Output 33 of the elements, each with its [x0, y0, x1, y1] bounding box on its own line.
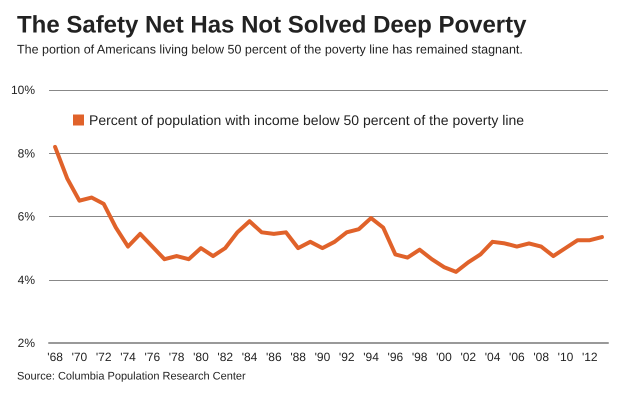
x-tick-label: '98 — [412, 350, 428, 364]
x-tick-label: '06 — [509, 350, 526, 364]
x-tick-label: '00 — [436, 350, 452, 364]
chart-subtitle: The portion of Americans living below 50 percent of the poverty line has remained stagnant. — [17, 42, 523, 56]
x-tick-label: '76 — [144, 350, 160, 364]
x-tick-label: '92 — [338, 350, 355, 364]
x-tick-label: '94 — [363, 350, 380, 364]
x-tick-label: '78 — [168, 350, 185, 364]
y-tick-label: 2% — [18, 336, 36, 350]
x-tick-label: '68 — [47, 350, 64, 364]
chart-title: The Safety Net Has Not Solved Deep Poverty — [17, 12, 528, 38]
source-note: Source: Columbia Population Research Center — [17, 370, 246, 382]
x-tick-label: '08 — [533, 350, 550, 364]
x-tick-label: '88 — [290, 350, 306, 364]
legend-label: Percent of population with income below 50 percent of the poverty line — [89, 112, 524, 128]
x-tick-label: '02 — [460, 350, 476, 364]
x-tick-label: '84 — [242, 350, 258, 364]
line-series — [53, 144, 604, 274]
x-tick-label: '72 — [96, 350, 112, 364]
y-tick-label: 8% — [18, 146, 36, 160]
y-tick-label: 10% — [10, 83, 36, 97]
y-tick-label: 6% — [18, 210, 36, 224]
x-tick-label: '90 — [314, 350, 331, 364]
x-tick-label: '70 — [72, 350, 88, 364]
x-tick-label: '86 — [266, 350, 282, 364]
x-tick-label: '10 — [558, 350, 574, 364]
x-tick-label: '74 — [120, 350, 136, 364]
x-tick-label: '80 — [193, 350, 210, 364]
x-tick-label: '96 — [388, 350, 404, 364]
x-tick-label: '12 — [582, 350, 598, 364]
y-tick-label: 4% — [18, 272, 36, 287]
x-tick-label: '82 — [217, 350, 234, 364]
x-tick-label: '04 — [484, 350, 501, 364]
